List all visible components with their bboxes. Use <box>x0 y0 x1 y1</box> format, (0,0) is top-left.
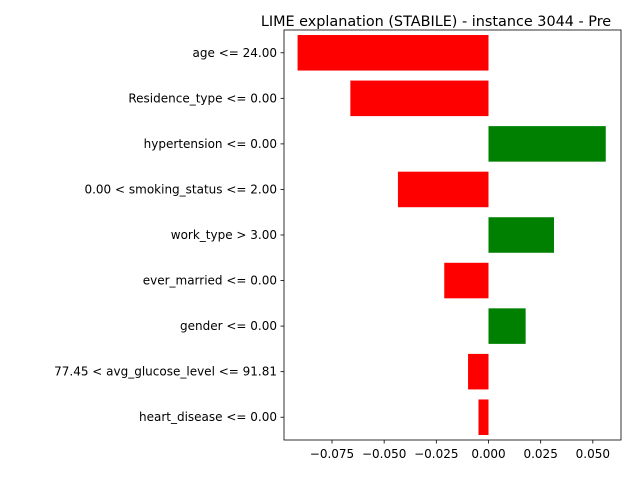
x-tick-label-0: −0.075 <box>310 447 354 461</box>
bar-7 <box>468 353 489 390</box>
x-tick-label-1: −0.050 <box>362 447 406 461</box>
y-tick-label-7: 77.45 < avg_glucose_level <= 91.81 <box>54 365 277 379</box>
bar-6 <box>488 308 526 344</box>
x-tick-label-4: 0.025 <box>523 447 557 461</box>
x-tick-label-3: 0.000 <box>471 447 505 461</box>
y-tick-label-0: age <= 24.00 <box>193 46 277 60</box>
y-tick-label-5: ever_married <= 0.00 <box>143 274 277 288</box>
y-tick-label-1: Residence_type <= 0.00 <box>128 91 277 105</box>
bar-5 <box>444 262 489 299</box>
bar-8 <box>478 399 489 435</box>
y-axis-ticks: age <= 24.00 Residence_type <= 0.00 hypert… <box>54 46 284 424</box>
bars-layer <box>297 35 606 435</box>
bar-1 <box>350 80 489 117</box>
y-tick-label-4: work_type > 3.00 <box>171 228 277 242</box>
bar-2 <box>488 126 606 162</box>
chart-title: LIME explanation (STABILE) - instance 30… <box>261 14 611 30</box>
y-tick-label-2: hypertension <= 0.00 <box>144 137 277 151</box>
y-tick-label-3: 0.00 < smoking_status <= 2.00 <box>84 182 277 196</box>
y-tick-label-6: gender <= 0.00 <box>180 319 277 333</box>
bar-0 <box>297 35 489 71</box>
x-tick-label-2: −0.025 <box>414 447 458 461</box>
plot-frame <box>283 29 622 441</box>
bar-3 <box>397 171 489 208</box>
x-tick-label-5: 0.050 <box>576 447 610 461</box>
x-axis-ticks: −0.075 −0.050 −0.025 0.000 0.025 0.050 <box>310 440 610 461</box>
y-tick-label-8: heart_disease <= 0.00 <box>139 410 277 424</box>
bar-4 <box>488 217 555 253</box>
